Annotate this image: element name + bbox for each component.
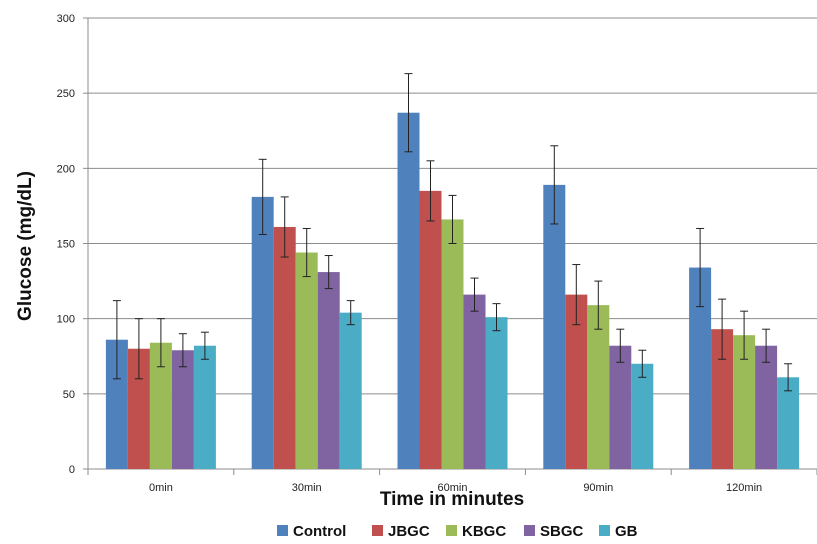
- legend-item-sbgc: SBGC: [524, 523, 584, 540]
- y-tick-label: 0: [69, 464, 75, 476]
- y-tick-label: 300: [57, 13, 75, 25]
- legend-item-jbgc: JBGC: [372, 523, 430, 540]
- bar-jbgc-90min: [565, 294, 588, 469]
- error-bar: [426, 160, 435, 222]
- bar-gb-90min: [631, 363, 654, 469]
- bar-sbgc-30min: [317, 272, 340, 469]
- error-bar: [470, 277, 479, 312]
- error-bar: [280, 196, 289, 258]
- bar-jbgc-0min: [127, 348, 150, 469]
- bar-control-90min: [543, 184, 566, 469]
- bar-sbgc-60min: [463, 294, 486, 469]
- bar-gb-120min: [777, 377, 800, 469]
- y-axis-title: Glucose (mg/dL): [15, 171, 36, 321]
- error-bar: [200, 331, 209, 360]
- x-tick-labels: 0min 30min 60min 90min 120min: [149, 482, 762, 494]
- bar-gb-30min: [339, 312, 362, 469]
- error-bar: [178, 333, 187, 368]
- bar-kbgc-90min: [587, 305, 610, 469]
- legend-swatch: [372, 525, 383, 536]
- error-bar: [740, 310, 749, 360]
- bar-jbgc-120min: [711, 329, 734, 469]
- error-bar: [762, 328, 771, 363]
- x-tick-label: 30min: [292, 482, 322, 494]
- bar-control-30min: [251, 196, 274, 469]
- legend-swatch: [599, 525, 610, 536]
- error-bar: [550, 145, 559, 225]
- error-bar: [404, 73, 413, 153]
- bars: [105, 112, 800, 470]
- bar-kbgc-60min: [441, 219, 464, 469]
- bar-sbgc-120min: [755, 345, 778, 469]
- legend-item-kbgc: KBGC: [446, 523, 506, 540]
- bar-sbgc-90min: [609, 345, 632, 469]
- bar-gb-60min: [485, 317, 508, 469]
- error-bar: [258, 158, 267, 235]
- bar-kbgc-0min: [149, 342, 172, 469]
- bar-jbgc-60min: [419, 190, 442, 469]
- error-bar: [594, 280, 603, 330]
- error-bar: [638, 349, 647, 378]
- error-bar: [112, 300, 121, 380]
- error-bar: [696, 227, 705, 308]
- x-tick-label: 0min: [149, 482, 173, 494]
- error-bar: [572, 264, 581, 326]
- bar-control-120min: [689, 267, 712, 469]
- legend-label: SBGC: [540, 523, 584, 540]
- bar-sbgc-0min: [171, 350, 194, 469]
- bar-jbgc-30min: [273, 226, 296, 469]
- error-bar: [616, 328, 625, 363]
- error-bar: [156, 318, 165, 368]
- legend-swatch: [277, 525, 288, 536]
- error-bar: [718, 298, 727, 360]
- legend-item-gb: GB: [599, 523, 638, 540]
- legend-item-control: Control: [277, 523, 346, 540]
- bar-control-0min: [105, 339, 128, 469]
- legend-label: JBGC: [388, 523, 430, 540]
- y-tick-label: 50: [63, 389, 75, 401]
- y-tick-label: 250: [57, 88, 75, 100]
- error-bar: [448, 194, 457, 244]
- error-bar: [784, 363, 793, 392]
- error-bars: [112, 73, 793, 392]
- legend-label: KBGC: [462, 523, 506, 540]
- error-bar: [492, 303, 501, 332]
- error-bar: [302, 227, 311, 278]
- error-bar: [134, 318, 143, 380]
- error-bar: [324, 255, 333, 290]
- x-tick-label: 120min: [726, 482, 762, 494]
- bar-kbgc-120min: [733, 335, 756, 469]
- legend: Control JBGC KBGC SBGC GB: [277, 523, 638, 540]
- y-tick-label: 150: [57, 239, 75, 251]
- y-tick-labels: 0 50 100 150 200 250 300: [57, 13, 75, 476]
- y-tick-label: 200: [57, 163, 75, 175]
- x-tick-label: 90min: [583, 482, 613, 494]
- legend-label: GB: [615, 523, 638, 540]
- x-tick-label: 60min: [438, 482, 468, 494]
- bar-control-60min: [397, 112, 420, 470]
- x-axis-title: Time in minutes: [380, 489, 524, 510]
- bar-kbgc-30min: [295, 252, 318, 469]
- bar-gb-0min: [193, 345, 216, 469]
- legend-swatch: [446, 525, 457, 536]
- legend-label: Control: [293, 523, 346, 540]
- legend-swatch: [524, 525, 535, 536]
- y-tick-label: 100: [57, 314, 75, 326]
- error-bar: [346, 300, 355, 326]
